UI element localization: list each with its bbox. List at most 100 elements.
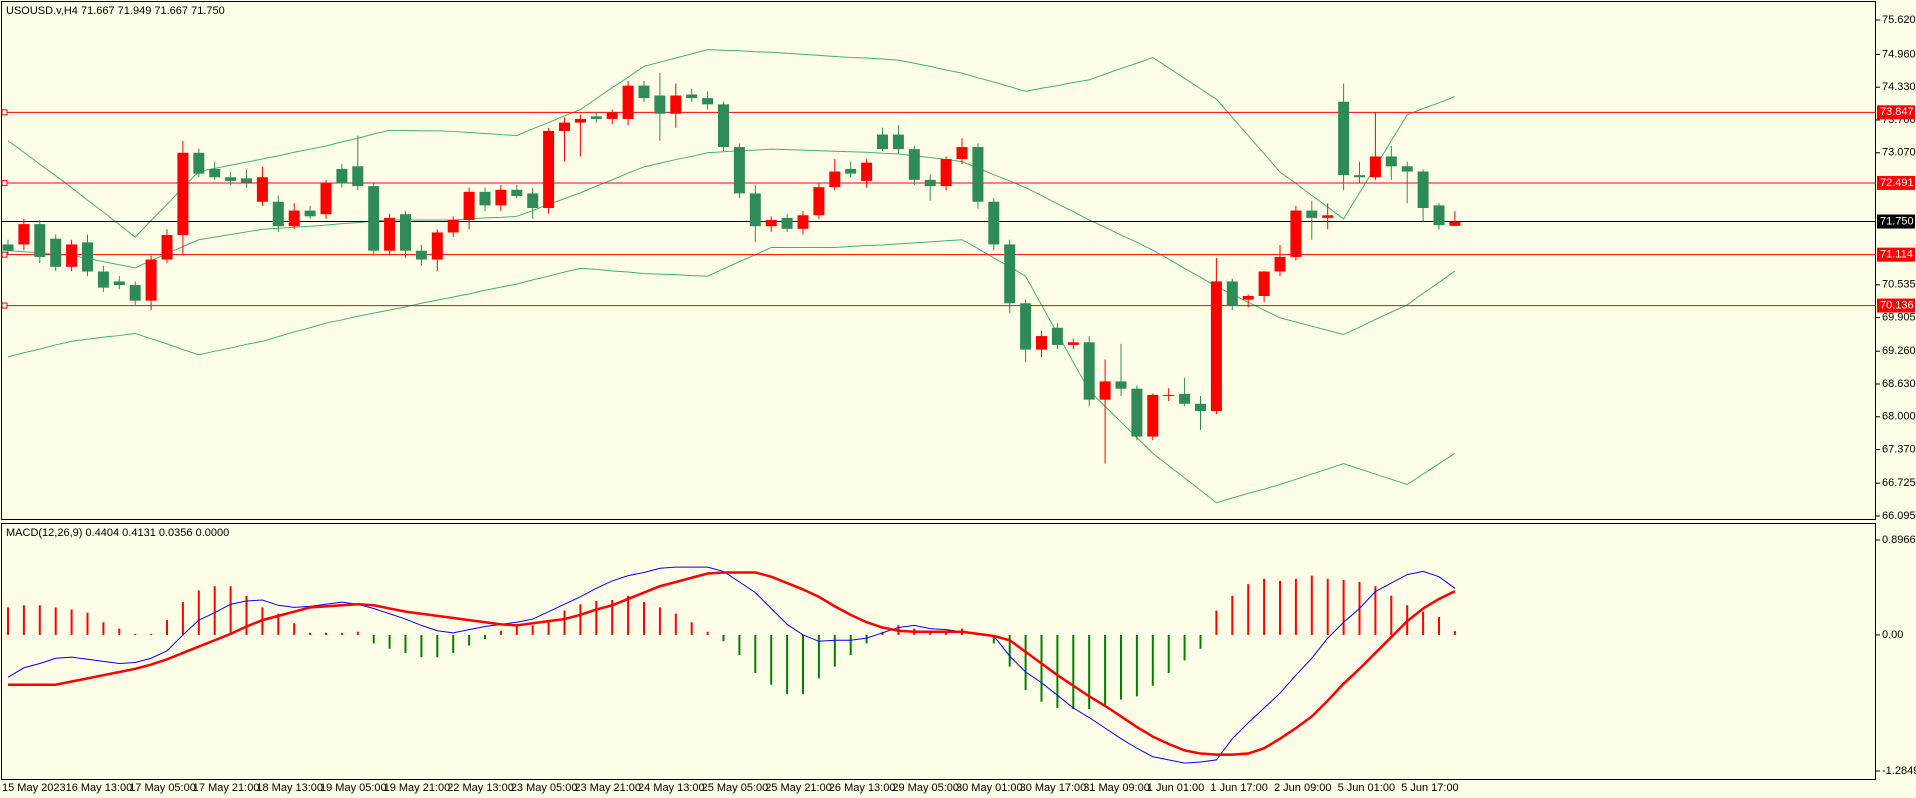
- x-tick-label: 15 May 2023: [2, 782, 66, 794]
- candle-body: [1417, 171, 1429, 208]
- candle-body: [972, 147, 984, 202]
- candle-body: [1051, 327, 1063, 345]
- candle-body: [1147, 394, 1159, 437]
- x-tick-label: 29 May 05:00: [892, 782, 959, 794]
- candle-body: [1306, 210, 1318, 218]
- candle-body: [1354, 175, 1365, 178]
- y-tick-label: 0.8966: [1882, 534, 1916, 546]
- level-label: 70.136: [1880, 299, 1914, 311]
- y-tick-label: 68.000: [1882, 411, 1916, 423]
- candle-body: [241, 178, 252, 183]
- candle-body: [256, 177, 268, 202]
- y-tick-label: 69.260: [1882, 345, 1916, 357]
- y-tick-label: 0.00: [1882, 629, 1903, 641]
- x-tick-label: 18 May 13:00: [256, 782, 323, 794]
- y-tick-label: 75.620: [1882, 14, 1916, 26]
- y-tick-label: 74.960: [1882, 48, 1916, 60]
- candle-body: [718, 104, 729, 148]
- level-anchor: [1, 251, 8, 258]
- candle-body: [1210, 281, 1222, 412]
- level-label-box: [1877, 298, 1915, 313]
- level-label: 71.750: [1880, 215, 1914, 227]
- candle-body: [590, 116, 602, 119]
- level-label: 73.847: [1880, 106, 1914, 118]
- candle-body: [1131, 388, 1143, 437]
- candle-body: [18, 224, 30, 245]
- candle-body: [479, 191, 491, 206]
- candle-body: [1242, 295, 1254, 300]
- macd-line: [7, 566, 1456, 764]
- x-tick-label: 19 May 21:00: [384, 782, 451, 794]
- candle-body: [368, 186, 380, 251]
- price-panel: [1, 1, 1876, 520]
- candle-body: [988, 201, 1000, 245]
- y-tick-label: 66.095: [1882, 510, 1916, 522]
- candle-body: [511, 189, 523, 197]
- level-label-box: [1877, 247, 1915, 262]
- candle-body: [1099, 381, 1111, 400]
- candle-body: [336, 168, 348, 184]
- x-tick-label: 25 May 05:00: [702, 782, 769, 794]
- candle-body: [82, 242, 93, 272]
- candle-body: [702, 98, 714, 105]
- x-tick-label: 1 Jun 01:00: [1147, 782, 1205, 794]
- candle-body: [1163, 394, 1175, 396]
- candle-body: [622, 85, 634, 119]
- candle-body: [813, 187, 825, 216]
- candle-body: [1274, 256, 1286, 272]
- candle-body: [320, 183, 332, 215]
- candle-body: [765, 219, 777, 227]
- candle-body: [861, 162, 873, 181]
- candle-body: [1449, 221, 1461, 226]
- y-tick-label: 66.725: [1882, 477, 1916, 489]
- candle-body: [956, 147, 968, 160]
- candle-body: [1083, 342, 1095, 400]
- x-tick-label: 1 Jun 17:00: [1210, 782, 1268, 794]
- x-tick-label: 5 Jun 01:00: [1338, 782, 1396, 794]
- level-anchor: [1, 302, 8, 309]
- candle-body: [1322, 215, 1334, 218]
- candle-body: [2, 244, 14, 251]
- bollinger-band: [7, 239, 1456, 504]
- level-label: 71.114: [1880, 249, 1913, 261]
- candle-body: [463, 191, 475, 220]
- x-tick-label: 30 May 01:00: [956, 782, 1023, 794]
- candle-body: [50, 238, 62, 267]
- x-tick-label: 17 May 05:00: [129, 782, 196, 794]
- x-tick-label: 17 May 21:00: [193, 782, 260, 794]
- candle-body: [749, 193, 761, 227]
- candle-body: [1338, 101, 1350, 176]
- candle-body: [1195, 403, 1206, 412]
- y-tick-label: 68.630: [1882, 378, 1916, 390]
- candle-body: [733, 147, 745, 194]
- candle-body: [892, 134, 904, 150]
- candle-body: [1258, 271, 1270, 296]
- candle-body: [161, 235, 173, 260]
- candle-body: [1401, 166, 1413, 172]
- candle-body: [304, 210, 316, 217]
- macd-line: [8, 571, 1456, 756]
- candle-body: [1369, 156, 1381, 178]
- x-tick-label: 19 May 05:00: [320, 782, 387, 794]
- candle-body: [415, 250, 427, 260]
- candle-body: [574, 118, 586, 123]
- y-tick-label: 67.370: [1882, 444, 1916, 456]
- candle-body: [209, 168, 221, 178]
- x-tick-label: 24 May 13:00: [638, 782, 705, 794]
- candle-body: [97, 271, 109, 288]
- y-tick-label: -1.2849: [1882, 765, 1916, 777]
- candle-body: [113, 281, 125, 286]
- candle-body: [797, 215, 809, 229]
- candle-body: [829, 171, 841, 188]
- candle-body: [400, 214, 411, 251]
- x-tick-label: 16 May 13:00: [66, 782, 133, 794]
- candle-body: [431, 232, 443, 260]
- candle-body: [877, 134, 888, 150]
- y-tick-label: 70.535: [1882, 279, 1916, 291]
- level-anchor: [1, 179, 8, 186]
- chart-title: USOUSD.v,H4 71.667 71.949 71.667 71.750: [6, 5, 225, 17]
- candle-body: [1020, 303, 1032, 350]
